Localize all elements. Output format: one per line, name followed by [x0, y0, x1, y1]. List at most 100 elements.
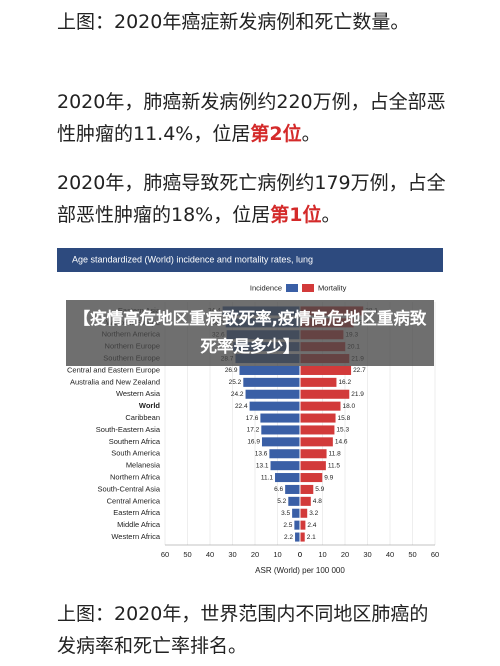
bar	[300, 484, 314, 494]
category-label: Central and Eastern Europe	[67, 365, 160, 374]
category-label: South America	[111, 449, 161, 458]
bar	[295, 532, 300, 542]
value-label: 6.6	[274, 486, 283, 493]
bar	[300, 532, 305, 542]
x-axis-label: ASR (World) per 100 000	[255, 566, 345, 575]
value-label: 17.6	[246, 415, 259, 422]
category-label: South-Central Asia	[97, 484, 160, 493]
value-label: 15.8	[338, 415, 351, 422]
bar	[239, 365, 300, 375]
bar	[288, 496, 300, 506]
x-tick-label: 10	[273, 550, 281, 559]
highlight: 第2位	[250, 123, 302, 145]
bar	[300, 365, 352, 375]
value-label: 5.9	[315, 486, 324, 493]
bar	[285, 484, 300, 494]
value-label: 2.5	[283, 522, 292, 529]
bar	[300, 508, 308, 518]
x-tick-label: 30	[228, 550, 236, 559]
value-label: 5.2	[277, 498, 286, 505]
highlight: 第1位	[270, 204, 322, 226]
value-label: 21.9	[351, 391, 364, 398]
category-label: Caribbean	[125, 413, 160, 422]
value-label: 11.8	[329, 450, 342, 457]
bar	[300, 461, 326, 471]
bar	[300, 437, 333, 447]
category-label: Southern Africa	[109, 437, 161, 446]
bar	[300, 377, 337, 387]
legend-swatch	[286, 284, 298, 292]
x-tick-label: 50	[183, 550, 191, 559]
bar	[300, 473, 323, 483]
value-label: 2.2	[284, 534, 293, 541]
value-label: 22.7	[353, 367, 366, 374]
bar	[300, 401, 341, 411]
value-label: 9.9	[324, 474, 333, 481]
category-label: Central America	[107, 496, 161, 505]
category-label: Western Asia	[116, 389, 161, 398]
chart-title-bar	[57, 248, 443, 272]
paragraph: 2020年，肺癌新发病例约220万例，占全部恶性肿瘤的11.4%，位居第2位。	[57, 86, 447, 150]
x-tick-label: 60	[431, 550, 439, 559]
bar	[300, 496, 311, 506]
value-label: 2.4	[307, 522, 316, 529]
bar	[269, 449, 300, 459]
category-label: Western Africa	[111, 532, 160, 541]
bar	[270, 461, 300, 471]
overlay-banner: 【疫情高危地区重病致死率,疫情高危地区重病致死率是多少】	[66, 300, 434, 366]
bar	[300, 449, 327, 459]
bar	[292, 508, 300, 518]
paragraph: 2020年，肺癌导致死亡病例约179万例，占全部恶性肿瘤的18%，位居第1位。	[57, 167, 447, 231]
category-label: Australia and New Zealand	[70, 377, 160, 386]
value-label: 3.2	[309, 510, 318, 517]
category-label: World	[139, 401, 161, 410]
paragraph-text: 。	[301, 123, 321, 145]
x-tick-label: 30	[363, 550, 371, 559]
x-tick-label: 10	[318, 550, 326, 559]
value-label: 16.2	[338, 379, 351, 386]
paragraph-text: 2020年，肺癌新发病例约220万例，占全部恶性肿瘤的11.4%，位居	[57, 91, 446, 145]
chart-title: Age standardized (World) incidence and m…	[72, 254, 313, 264]
caption-text: 上图：2020年，世界范围内不同地区肺癌的发病率和死亡率排名。	[57, 603, 429, 657]
bar	[300, 425, 335, 435]
x-tick-label: 20	[251, 550, 259, 559]
value-label: 11.1	[261, 474, 274, 481]
x-tick-label: 50	[408, 550, 416, 559]
legend-label: Incidence	[250, 283, 282, 292]
x-tick-label: 0	[298, 550, 302, 559]
value-label: 16.9	[247, 439, 260, 446]
bar	[243, 377, 300, 387]
category-label: Melanesia	[126, 461, 161, 470]
paragraph-text: 。	[321, 204, 341, 226]
value-label: 17.2	[247, 427, 260, 434]
value-label: 4.8	[313, 498, 322, 505]
bar	[294, 520, 300, 530]
bar	[300, 520, 306, 530]
value-label: 3.5	[281, 510, 290, 517]
x-tick-label: 60	[161, 550, 169, 559]
category-label: Middle Africa	[117, 520, 161, 529]
paragraph: 上图：2020年癌症新发病例和死亡数量。	[57, 6, 447, 38]
category-label: Eastern Africa	[113, 508, 161, 517]
x-tick-label: 40	[206, 550, 214, 559]
x-tick-label: 0	[298, 550, 302, 559]
bar	[275, 473, 300, 483]
bar	[300, 389, 350, 399]
caption: 上图：2020年，世界范围内不同地区肺癌的发病率和死亡率排名。	[57, 598, 447, 662]
bar	[261, 425, 300, 435]
value-label: 13.1	[256, 462, 269, 469]
value-label: 26.9	[225, 367, 238, 374]
value-label: 14.6	[335, 439, 348, 446]
legend-swatch	[302, 284, 314, 292]
value-label: 13.6	[255, 450, 268, 457]
value-label: 2.1	[307, 534, 316, 541]
value-label: 25.2	[229, 379, 242, 386]
value-label: 22.4	[235, 403, 248, 410]
category-label: Northern Africa	[110, 473, 161, 482]
bar	[261, 437, 300, 447]
category-label: South-Eastern Asia	[96, 425, 161, 434]
value-label: 15.3	[336, 427, 349, 434]
bar	[300, 413, 336, 423]
value-label: 24.2	[231, 391, 244, 398]
